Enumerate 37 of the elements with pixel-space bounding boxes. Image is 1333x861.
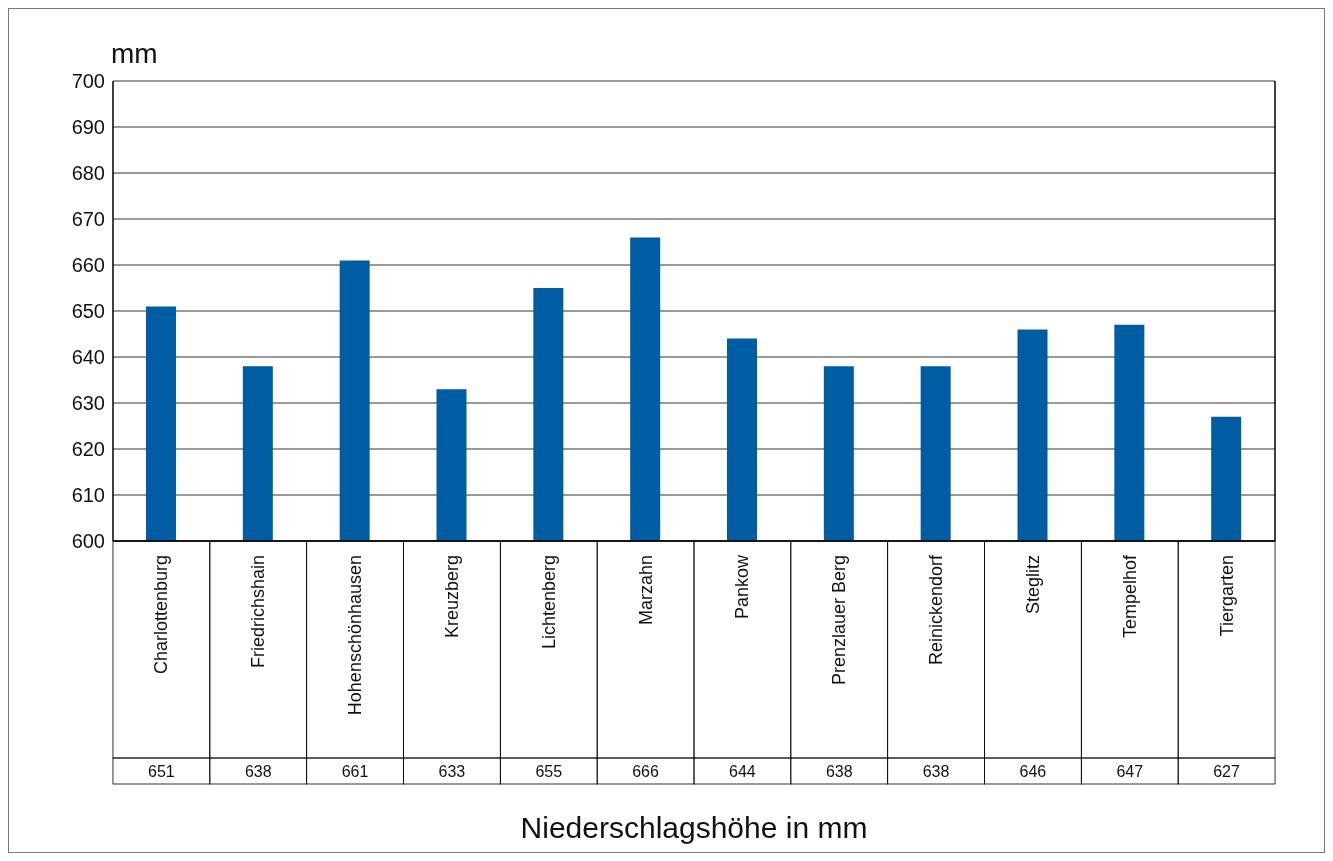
x-tick-label: Pankow: [732, 554, 753, 620]
y-tick-label: 650: [71, 300, 105, 323]
data-label: 638: [825, 762, 853, 780]
y-tick-label: 640: [71, 346, 105, 369]
x-tick-label: Lichtenberg: [538, 555, 559, 650]
x-tick-label: Charlottenburg: [151, 555, 172, 675]
y-tick-label: 670: [71, 208, 105, 231]
data-label: 627: [1213, 762, 1241, 780]
x-axis-title: Niederschlagshöhe in mm: [520, 811, 868, 844]
x-tick-label: Tempelhof: [1119, 554, 1140, 639]
y-tick-label: 630: [71, 392, 105, 415]
x-tick-label: Friedrichshain: [248, 555, 269, 669]
x-tick-label: Marzahn: [635, 555, 656, 626]
data-label: 655: [535, 762, 563, 780]
data-label: 646: [1019, 762, 1047, 780]
x-tick-label: Tiergarten: [1216, 555, 1237, 637]
y-tick-label: 690: [71, 116, 105, 139]
data-label: 633: [438, 762, 466, 780]
x-tick-label: Prenzlauer Berg: [829, 555, 850, 686]
y-tick-label: 600: [71, 530, 105, 553]
y-tick-label: 700: [71, 70, 105, 93]
data-label: 661: [341, 762, 369, 780]
data-label: 666: [632, 762, 660, 780]
x-tick-label: Steglitz: [1022, 555, 1043, 615]
data-label: 644: [729, 762, 756, 780]
x-tick-label: Kreuzberg: [441, 555, 462, 639]
y-tick-label: 680: [71, 162, 105, 185]
x-tick-label: Reinickendorf: [926, 554, 947, 666]
y-tick-label: 610: [71, 484, 105, 507]
data-label: 651: [148, 762, 175, 780]
data-label: 638: [244, 762, 272, 780]
y-axis-title: mm: [111, 38, 158, 69]
data-label: 638: [922, 762, 950, 780]
y-tick-label: 620: [71, 438, 105, 461]
data-label: 647: [1116, 762, 1144, 780]
y-tick-label: 660: [71, 254, 105, 277]
x-tick-label: Hohenschönhausen: [345, 555, 366, 716]
